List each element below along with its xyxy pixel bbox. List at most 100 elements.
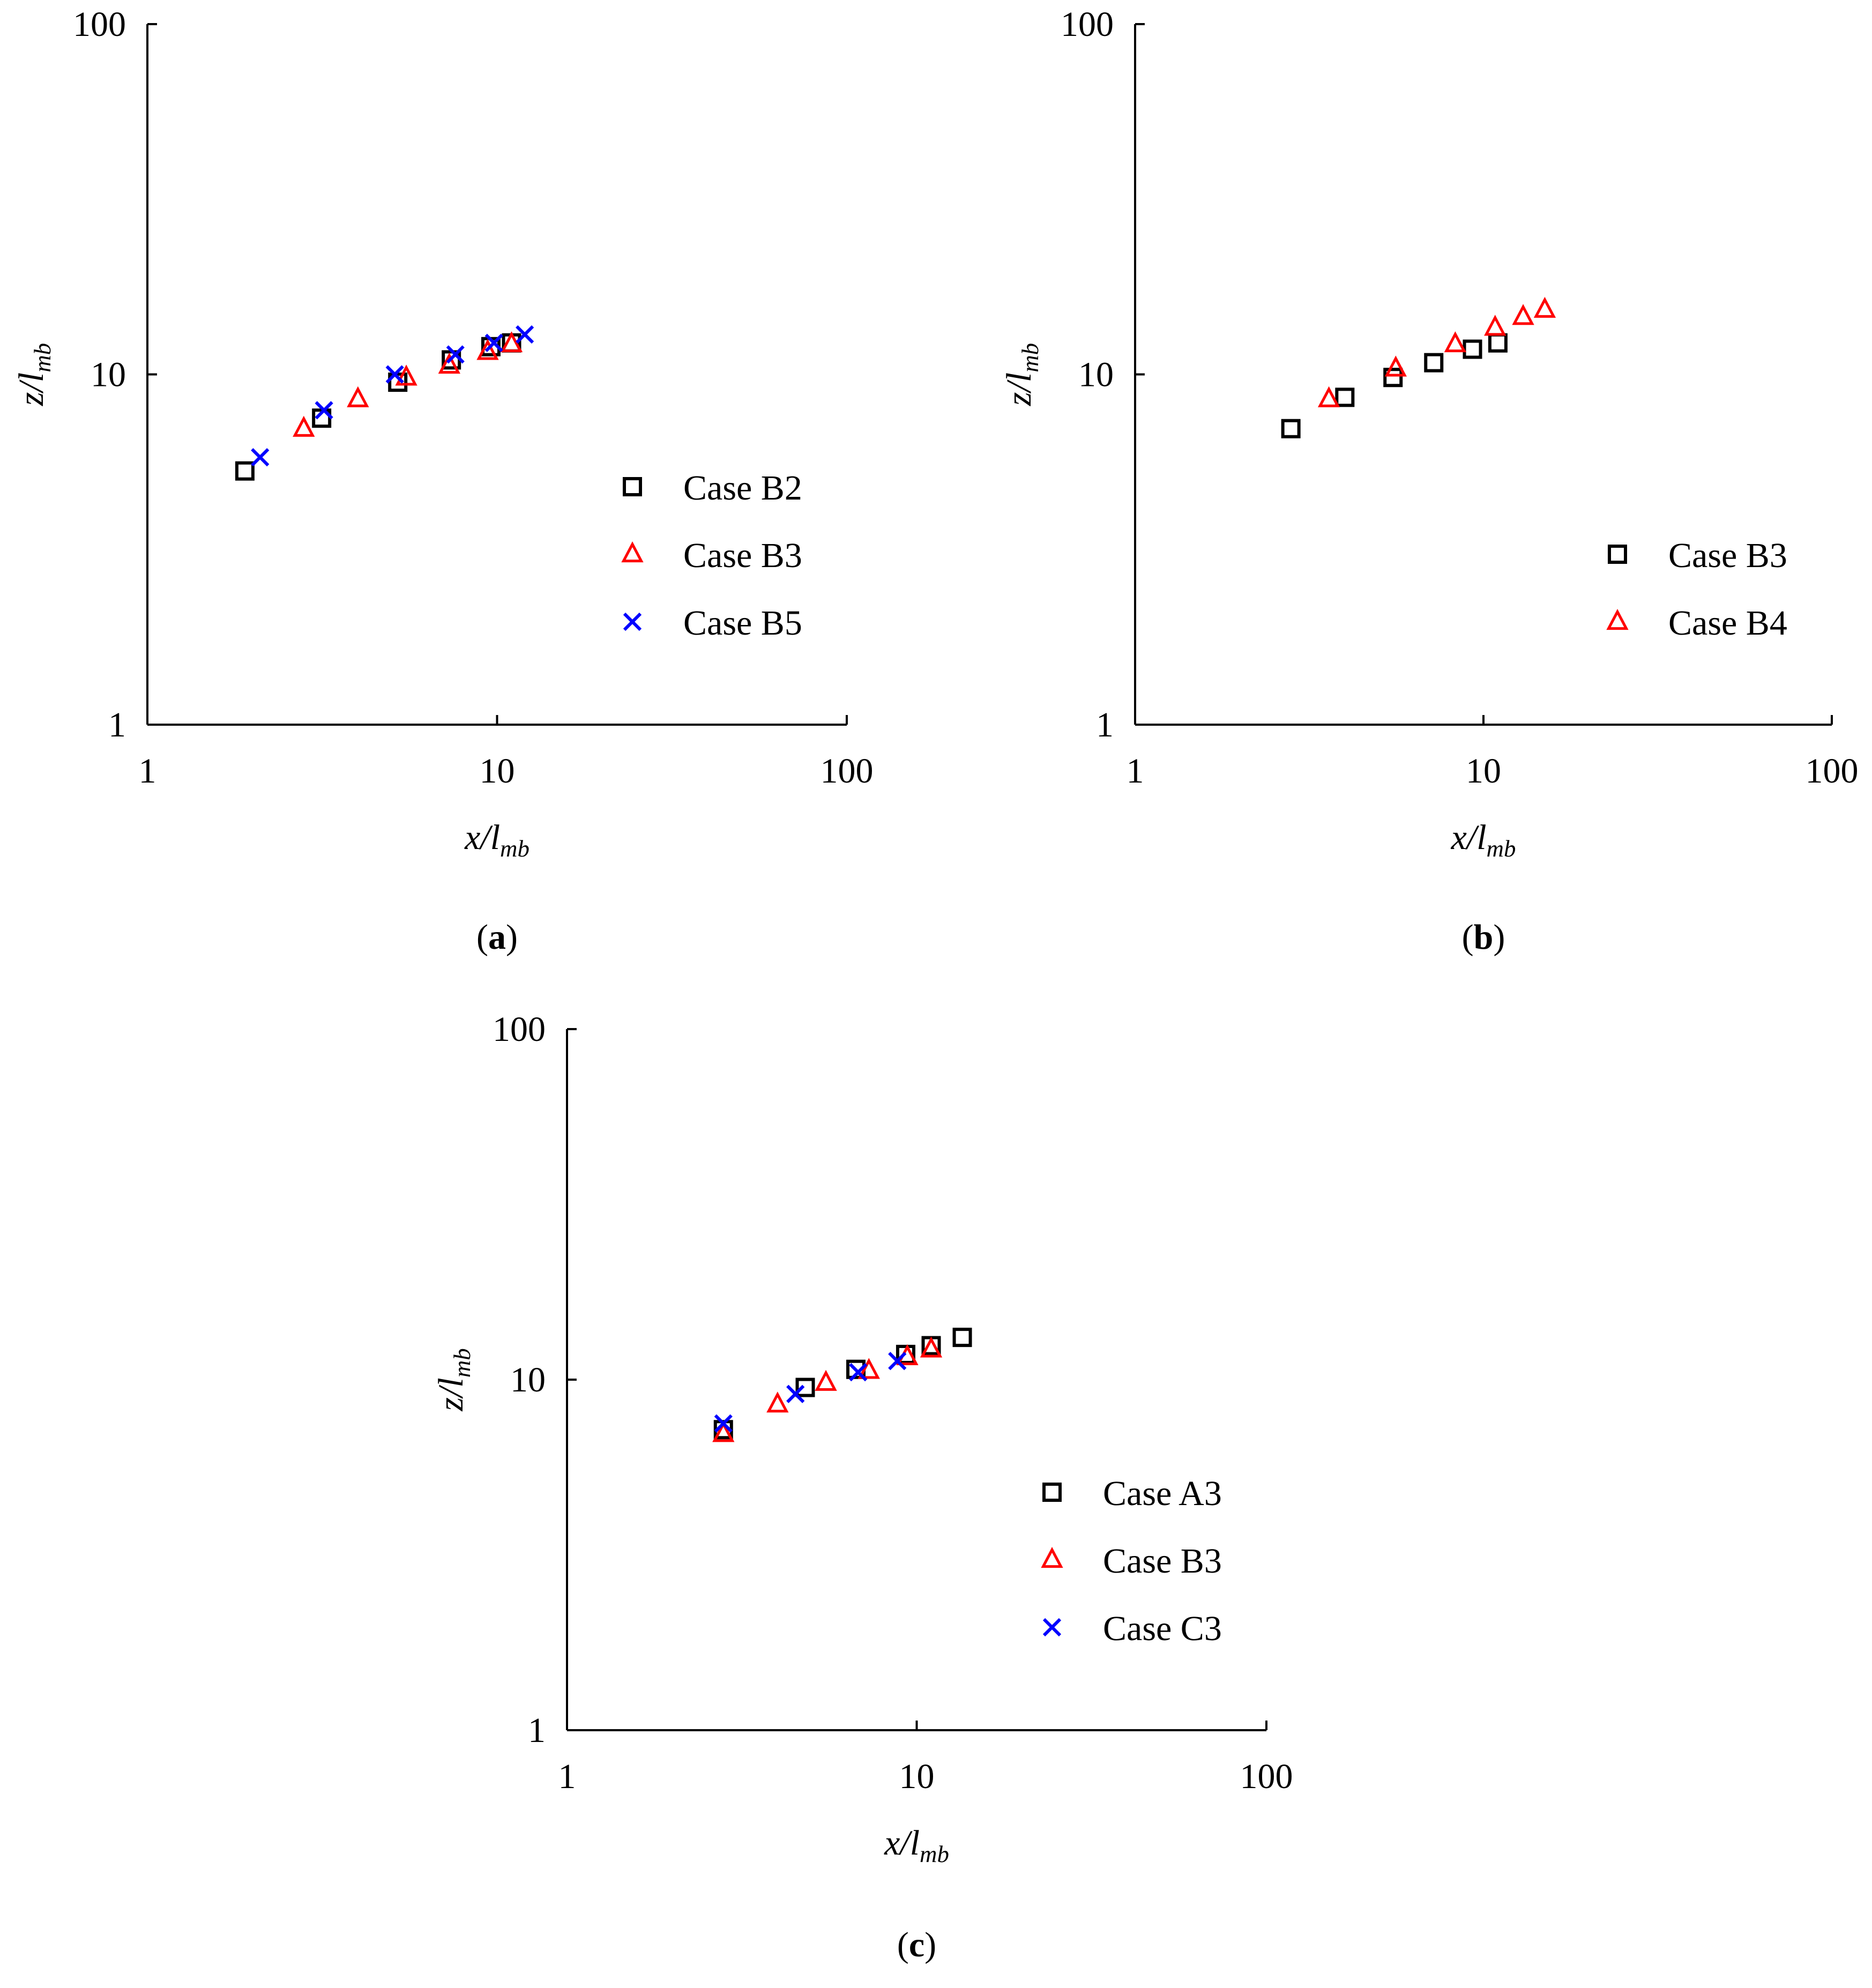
data-point-stroke-2 bbox=[888, 1352, 907, 1371]
data-point bbox=[395, 364, 417, 386]
x-axis-title: x/lmb bbox=[1451, 818, 1516, 862]
legend-marker bbox=[1608, 545, 1627, 564]
legend-label: Case B3 bbox=[683, 536, 802, 575]
legend-entry: Case A3 bbox=[1042, 1474, 1222, 1513]
panel-label-open: ( bbox=[897, 1925, 909, 1964]
x-tick-label: 10 bbox=[1466, 751, 1501, 791]
legend-label: Case B3 bbox=[1668, 536, 1787, 575]
panel-label: (a) bbox=[476, 918, 518, 957]
x-axis-title-sub: mb bbox=[1487, 835, 1516, 862]
legend-marker bbox=[1042, 1618, 1062, 1637]
x-axis-title: x/lmb bbox=[464, 818, 529, 862]
y-tick-label: 10 bbox=[91, 355, 126, 394]
legend-entry: Case B3 bbox=[1608, 536, 1787, 575]
data-point bbox=[251, 448, 270, 467]
y-tick-label: 100 bbox=[1061, 5, 1114, 44]
data-point bbox=[857, 1358, 880, 1379]
legend-label: Case B4 bbox=[1668, 604, 1787, 643]
data-point bbox=[484, 333, 503, 352]
data-point bbox=[920, 1336, 943, 1358]
data-point bbox=[438, 353, 460, 374]
x-axis-title-main: x/l bbox=[884, 1823, 920, 1863]
data-point bbox=[712, 1421, 735, 1442]
data-point bbox=[1383, 368, 1403, 388]
legend-marker bbox=[623, 477, 642, 496]
panel-label: (b) bbox=[1462, 918, 1505, 957]
y-axis-title-sub: mb bbox=[449, 1348, 475, 1378]
data-point bbox=[795, 1378, 815, 1397]
data-point-stroke-2 bbox=[484, 333, 503, 352]
series-case-c3 bbox=[714, 1352, 907, 1433]
data-point bbox=[347, 386, 369, 407]
x-tick-label: 10 bbox=[480, 751, 515, 791]
data-point bbox=[1463, 339, 1482, 359]
data-point bbox=[1512, 304, 1534, 325]
y-tick-label: 100 bbox=[493, 1010, 546, 1049]
data-point bbox=[446, 345, 465, 364]
y-tick-label: 10 bbox=[1078, 355, 1114, 394]
data-point bbox=[815, 1369, 837, 1391]
y-tick-label: 1 bbox=[1096, 705, 1114, 744]
data-point bbox=[500, 331, 523, 353]
series-case-b5 bbox=[251, 325, 534, 467]
data-point bbox=[786, 1384, 805, 1403]
series-case-b3 bbox=[1281, 333, 1508, 438]
data-point bbox=[766, 1391, 789, 1413]
y-axis-title: z/lmb bbox=[12, 343, 56, 406]
data-point bbox=[1533, 296, 1556, 318]
x-tick-label: 100 bbox=[1240, 1757, 1293, 1796]
data-point bbox=[1484, 315, 1506, 336]
legend-entry: Case B3 bbox=[621, 536, 802, 575]
x-tick-label: 10 bbox=[899, 1757, 935, 1796]
y-axis-title-sub: mb bbox=[29, 343, 56, 373]
data-point-stroke-2 bbox=[446, 345, 465, 364]
data-point bbox=[1444, 331, 1467, 353]
y-tick-label: 1 bbox=[108, 705, 126, 744]
y-tick-label: 100 bbox=[73, 5, 126, 44]
data-point bbox=[1384, 355, 1407, 377]
legend-marker-stroke-2 bbox=[1042, 1618, 1062, 1637]
legend-label: Case B3 bbox=[1103, 1542, 1222, 1581]
legend-marker bbox=[1042, 1483, 1062, 1502]
y-axis-title-main: z/l bbox=[431, 1378, 471, 1411]
legend-marker bbox=[623, 612, 642, 631]
data-point-stroke-2 bbox=[251, 448, 270, 467]
panel-label-close: ) bbox=[506, 918, 518, 957]
x-axis-title-sub: mb bbox=[920, 1841, 949, 1867]
panel-label-close: ) bbox=[1493, 918, 1505, 957]
data-point bbox=[476, 339, 499, 360]
data-point-stroke-2 bbox=[849, 1363, 868, 1382]
x-axis-title-sub: mb bbox=[500, 835, 529, 862]
x-axis-title-main: x/l bbox=[1451, 818, 1487, 857]
data-point-stroke-2 bbox=[786, 1384, 805, 1403]
data-point-stroke-2 bbox=[385, 365, 404, 384]
data-point-stroke-2 bbox=[714, 1414, 733, 1433]
data-point bbox=[952, 1328, 972, 1347]
data-point bbox=[235, 461, 255, 481]
y-axis-title: z/lmb bbox=[431, 1348, 475, 1411]
data-point bbox=[714, 1414, 733, 1433]
legend-entry: Case B3 bbox=[1041, 1542, 1222, 1581]
data-point bbox=[385, 365, 404, 384]
x-axis-title: x/lmb bbox=[884, 1823, 949, 1867]
legend-entry: Case B2 bbox=[623, 468, 802, 508]
y-axis-title-sub: mb bbox=[1017, 343, 1043, 373]
data-point bbox=[516, 325, 534, 344]
data-point bbox=[388, 373, 408, 392]
data-point bbox=[1424, 353, 1444, 373]
series-case-a3 bbox=[713, 1328, 972, 1440]
y-axis-title: z/lmb bbox=[1000, 343, 1043, 406]
legend-label: Case C3 bbox=[1103, 1609, 1222, 1648]
panel-label-close: ) bbox=[924, 1925, 936, 1964]
legend-marker bbox=[1606, 609, 1629, 630]
panel-label-open: ( bbox=[1462, 918, 1474, 957]
panel-label-letter: c bbox=[909, 1925, 924, 1964]
legend-label: Case B5 bbox=[683, 604, 802, 643]
y-axis-title-main: z/l bbox=[12, 373, 51, 406]
panel-label-letter: b bbox=[1474, 918, 1494, 957]
y-tick-label: 1 bbox=[528, 1711, 546, 1750]
data-point bbox=[888, 1352, 907, 1371]
data-point bbox=[315, 401, 333, 420]
